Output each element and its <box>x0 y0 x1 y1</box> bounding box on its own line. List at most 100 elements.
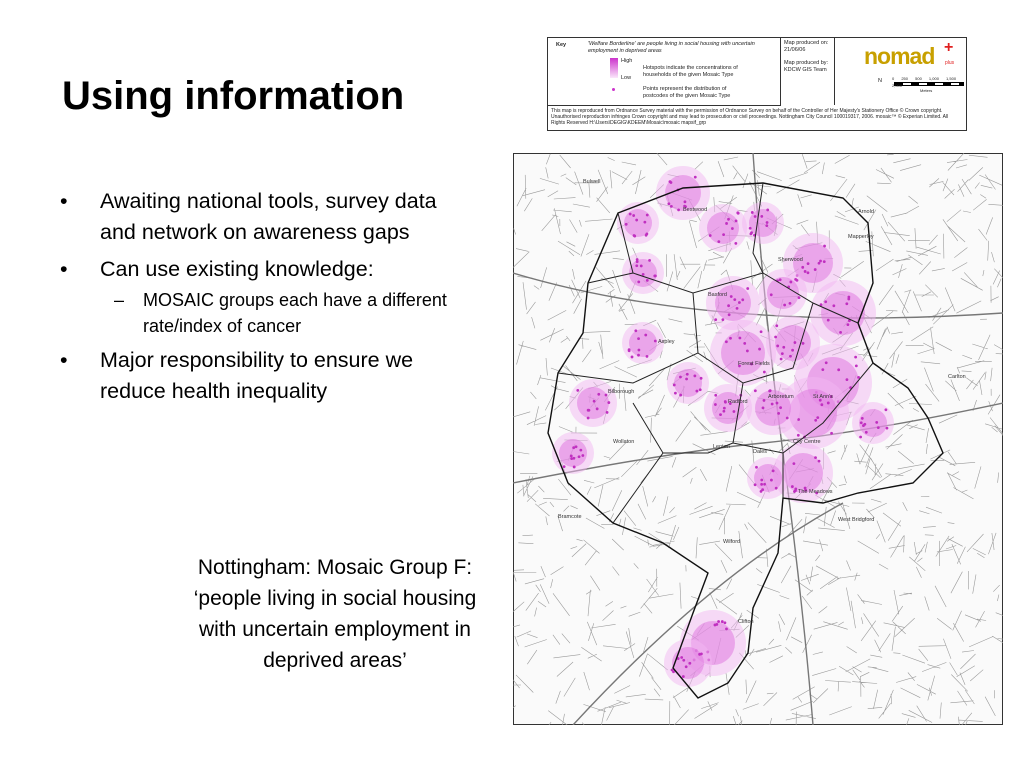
postcode-point <box>847 319 851 323</box>
postcode-point <box>826 401 830 405</box>
postcode-point <box>714 318 718 321</box>
postcode-point <box>714 403 717 406</box>
postcode-point <box>791 348 794 352</box>
hotspot-core <box>629 329 657 357</box>
postcode-point <box>845 378 849 382</box>
postcode-point <box>793 341 797 344</box>
postcode-point <box>637 348 641 352</box>
postcode-point <box>797 296 801 300</box>
postcode-point <box>885 426 889 430</box>
postcode-point <box>804 488 808 492</box>
hotspot-core <box>665 175 701 211</box>
postcode-point <box>820 403 824 407</box>
postcode-point <box>685 377 688 381</box>
hotspot-core <box>789 389 837 437</box>
postcode-point <box>733 298 737 302</box>
postcode-point <box>763 482 766 486</box>
postcode-point <box>806 262 810 266</box>
postcode-point <box>854 364 858 368</box>
postcode-point <box>780 352 784 356</box>
postcode-point <box>595 407 599 411</box>
postcode-point <box>760 478 764 482</box>
postcode-point <box>635 218 639 222</box>
postcode-point <box>730 227 734 230</box>
postcode-point <box>728 402 732 405</box>
point-swatch <box>612 88 615 91</box>
postcode-point <box>830 431 833 435</box>
postcode-point <box>736 211 740 215</box>
bullet: Major responsibility to ensure we reduce… <box>56 345 456 407</box>
hotspot-core <box>721 331 765 375</box>
postcode-point <box>722 409 726 413</box>
city-boundary <box>547 182 944 699</box>
postcode-point <box>734 241 738 245</box>
postcode-point <box>817 459 821 463</box>
postcode-point <box>725 627 728 631</box>
postcode-point <box>857 375 860 379</box>
postcode-point <box>847 295 851 299</box>
postcode-point <box>725 222 728 225</box>
postcode-point <box>699 376 703 380</box>
place-label: Aspley <box>658 339 675 345</box>
place-label: Wollaton <box>613 439 634 445</box>
postcode-point <box>597 392 601 396</box>
postcode-point <box>644 233 648 237</box>
postcode-point <box>676 657 680 660</box>
postcode-point <box>648 259 651 262</box>
postcode-point <box>723 621 727 625</box>
postcode-point <box>679 375 682 379</box>
postcode-point <box>577 455 581 459</box>
postcode-point <box>770 478 773 482</box>
hotspot-swatch <box>610 58 618 78</box>
postcode-point <box>723 400 727 403</box>
postcode-point <box>788 302 792 305</box>
postcode-point <box>633 234 637 238</box>
postcode-point <box>669 181 673 184</box>
place-labels: Bulwell Bestwood Basford Aspley Bilborough Sh… <box>558 179 966 625</box>
north-label: N <box>878 78 882 84</box>
bullet: Awaiting national tools, survey data and… <box>56 186 456 248</box>
low-label: Low <box>621 75 632 81</box>
postcode-point <box>801 341 805 345</box>
postcode-point <box>815 491 819 495</box>
postcode-point <box>860 417 864 420</box>
postcode-point <box>761 488 765 492</box>
postcode-point <box>845 302 849 306</box>
postcode-point <box>734 219 738 223</box>
postcode-point <box>607 401 611 404</box>
postcode-point <box>698 652 701 656</box>
hotspot-core <box>559 439 587 467</box>
postcode-point <box>859 435 863 439</box>
postcode-point <box>770 402 774 406</box>
postcode-point <box>753 215 757 218</box>
postcode-point <box>679 393 683 397</box>
postcode-point <box>814 418 818 422</box>
postcode-point <box>813 268 817 271</box>
postcode-point <box>572 465 576 469</box>
hotspot-text: Hotspots indicate the concentrations of … <box>643 65 738 78</box>
postcode-point <box>785 416 789 420</box>
hotspot-core <box>859 409 887 437</box>
place-label: Clifton <box>738 619 754 625</box>
place-label: Arnold <box>858 209 874 215</box>
hotspot-core <box>715 285 751 321</box>
key-description: 'Welfare Borderline' are people living i… <box>588 41 755 54</box>
place-label: St Ann's <box>813 394 833 400</box>
place-label: Mapperley <box>848 234 874 240</box>
divider <box>834 38 835 105</box>
ward-boundaries <box>557 182 874 524</box>
postcode-point <box>803 270 807 273</box>
place-label: West Bridgford <box>838 517 874 523</box>
postcode-point <box>794 487 798 491</box>
postcode-point <box>758 347 761 351</box>
postcode-point <box>722 406 726 410</box>
postcode-point <box>672 383 676 387</box>
postcode-point <box>683 200 687 204</box>
postcode-point <box>680 656 684 659</box>
hotspot-core <box>577 387 609 419</box>
place-label: Carlton <box>948 374 966 380</box>
postcode-point <box>581 454 585 457</box>
postcode-point <box>816 416 820 420</box>
postcode-point <box>729 295 733 298</box>
postcode-point <box>572 456 576 460</box>
